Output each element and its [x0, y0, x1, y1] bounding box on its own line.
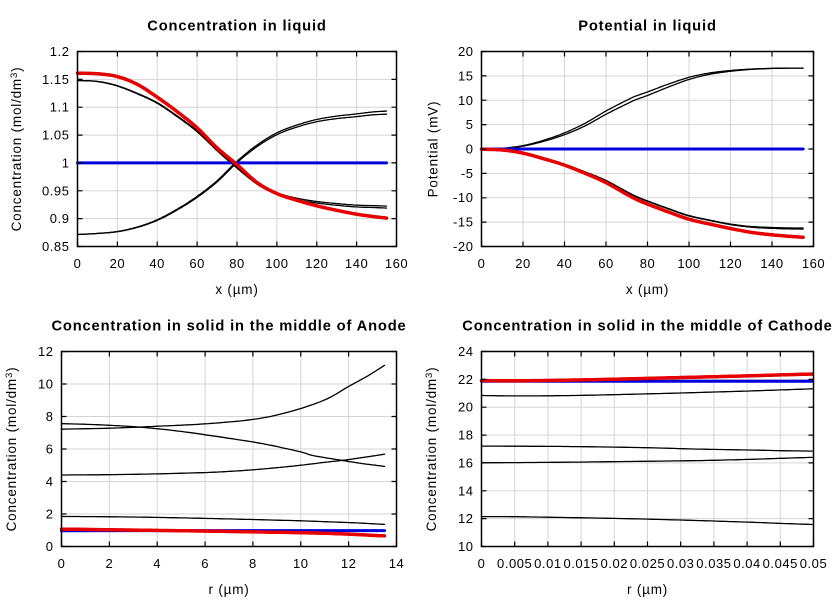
svg-text:0.02: 0.02	[601, 556, 629, 571]
svg-text:24: 24	[458, 344, 474, 359]
svg-text:Potential (mV): Potential (mV)	[426, 101, 441, 198]
svg-text:20: 20	[110, 256, 126, 271]
svg-text:2: 2	[106, 556, 114, 571]
svg-text:10: 10	[38, 377, 54, 392]
svg-text:12: 12	[341, 556, 357, 571]
svg-text:0: 0	[46, 539, 54, 554]
svg-text:-15: -15	[453, 215, 473, 230]
svg-text:120: 120	[305, 256, 328, 271]
svg-text:2: 2	[46, 507, 54, 522]
svg-text:160: 160	[385, 256, 408, 271]
svg-text:0.035: 0.035	[696, 556, 731, 571]
svg-text:80: 80	[229, 256, 245, 271]
svg-text:Concentration in solid in the: Concentration in solid in the middle of …	[51, 319, 406, 335]
svg-text:18: 18	[458, 428, 474, 443]
svg-text:40: 40	[149, 256, 165, 271]
svg-text:0.03: 0.03	[667, 556, 695, 571]
svg-text:0.04: 0.04	[733, 556, 761, 571]
svg-text:16: 16	[458, 455, 474, 470]
svg-text:140: 140	[345, 256, 368, 271]
svg-text:100: 100	[265, 256, 288, 271]
svg-text:0.85: 0.85	[42, 239, 70, 254]
svg-text:1: 1	[62, 155, 70, 170]
svg-text:0.015: 0.015	[563, 556, 598, 571]
svg-text:4: 4	[153, 556, 161, 571]
svg-text:Concentration (mol/dm3): Concentration (mol/dm3)	[424, 367, 439, 532]
svg-text:0.05: 0.05	[800, 556, 828, 571]
svg-text:0.005: 0.005	[497, 556, 532, 571]
svg-text:Potential in liquid: Potential in liquid	[578, 19, 717, 35]
svg-text:1.1: 1.1	[50, 100, 70, 115]
svg-text:0: 0	[478, 256, 486, 271]
svg-text:120: 120	[719, 256, 742, 271]
svg-text:1.05: 1.05	[42, 128, 70, 143]
svg-text:22: 22	[458, 372, 474, 387]
svg-text:-20: -20	[453, 239, 473, 254]
svg-text:60: 60	[598, 256, 614, 271]
svg-text:8: 8	[46, 409, 54, 424]
svg-text:Concentration (mol/dm3): Concentration (mol/dm3)	[9, 67, 24, 232]
svg-text:0.01: 0.01	[534, 556, 562, 571]
svg-text:12: 12	[38, 344, 54, 359]
svg-text:x (µm): x (µm)	[215, 282, 258, 297]
svg-text:x (µm): x (µm)	[626, 282, 669, 297]
svg-text:0.95: 0.95	[42, 183, 70, 198]
svg-text:4: 4	[46, 474, 54, 489]
svg-text:80: 80	[640, 256, 656, 271]
svg-text:14: 14	[389, 556, 405, 571]
svg-text:5: 5	[466, 117, 474, 132]
svg-text:0: 0	[58, 556, 66, 571]
svg-text:1.2: 1.2	[50, 44, 70, 59]
svg-text:Concentration in liquid: Concentration in liquid	[147, 19, 326, 35]
svg-text:14: 14	[458, 483, 474, 498]
svg-text:40: 40	[557, 256, 573, 271]
svg-text:0: 0	[74, 256, 82, 271]
svg-text:-10: -10	[453, 190, 473, 205]
svg-text:0: 0	[478, 556, 486, 571]
svg-text:100: 100	[677, 256, 700, 271]
svg-text:r (µm): r (µm)	[627, 582, 668, 597]
svg-text:20: 20	[458, 400, 474, 415]
svg-text:20: 20	[515, 256, 531, 271]
svg-text:0.025: 0.025	[630, 556, 665, 571]
svg-text:10: 10	[458, 93, 474, 108]
svg-text:10: 10	[458, 539, 474, 554]
svg-text:0.045: 0.045	[763, 556, 798, 571]
svg-text:10: 10	[293, 556, 309, 571]
svg-text:160: 160	[802, 256, 825, 271]
svg-text:6: 6	[201, 556, 209, 571]
svg-text:6: 6	[46, 442, 54, 457]
svg-text:Concentration (mol/dm3): Concentration (mol/dm3)	[4, 367, 19, 532]
svg-text:Concentration in solid in the: Concentration in solid in the middle of …	[462, 319, 832, 335]
svg-text:1.15: 1.15	[42, 72, 70, 87]
svg-text:r (µm): r (µm)	[208, 582, 249, 597]
svg-text:0: 0	[466, 142, 474, 157]
svg-text:20: 20	[458, 44, 474, 59]
svg-text:12: 12	[458, 511, 474, 526]
svg-text:15: 15	[458, 68, 474, 83]
svg-text:0.9: 0.9	[50, 211, 70, 226]
svg-text:8: 8	[249, 556, 257, 571]
svg-text:-5: -5	[461, 166, 474, 181]
svg-text:140: 140	[760, 256, 783, 271]
svg-text:60: 60	[189, 256, 205, 271]
